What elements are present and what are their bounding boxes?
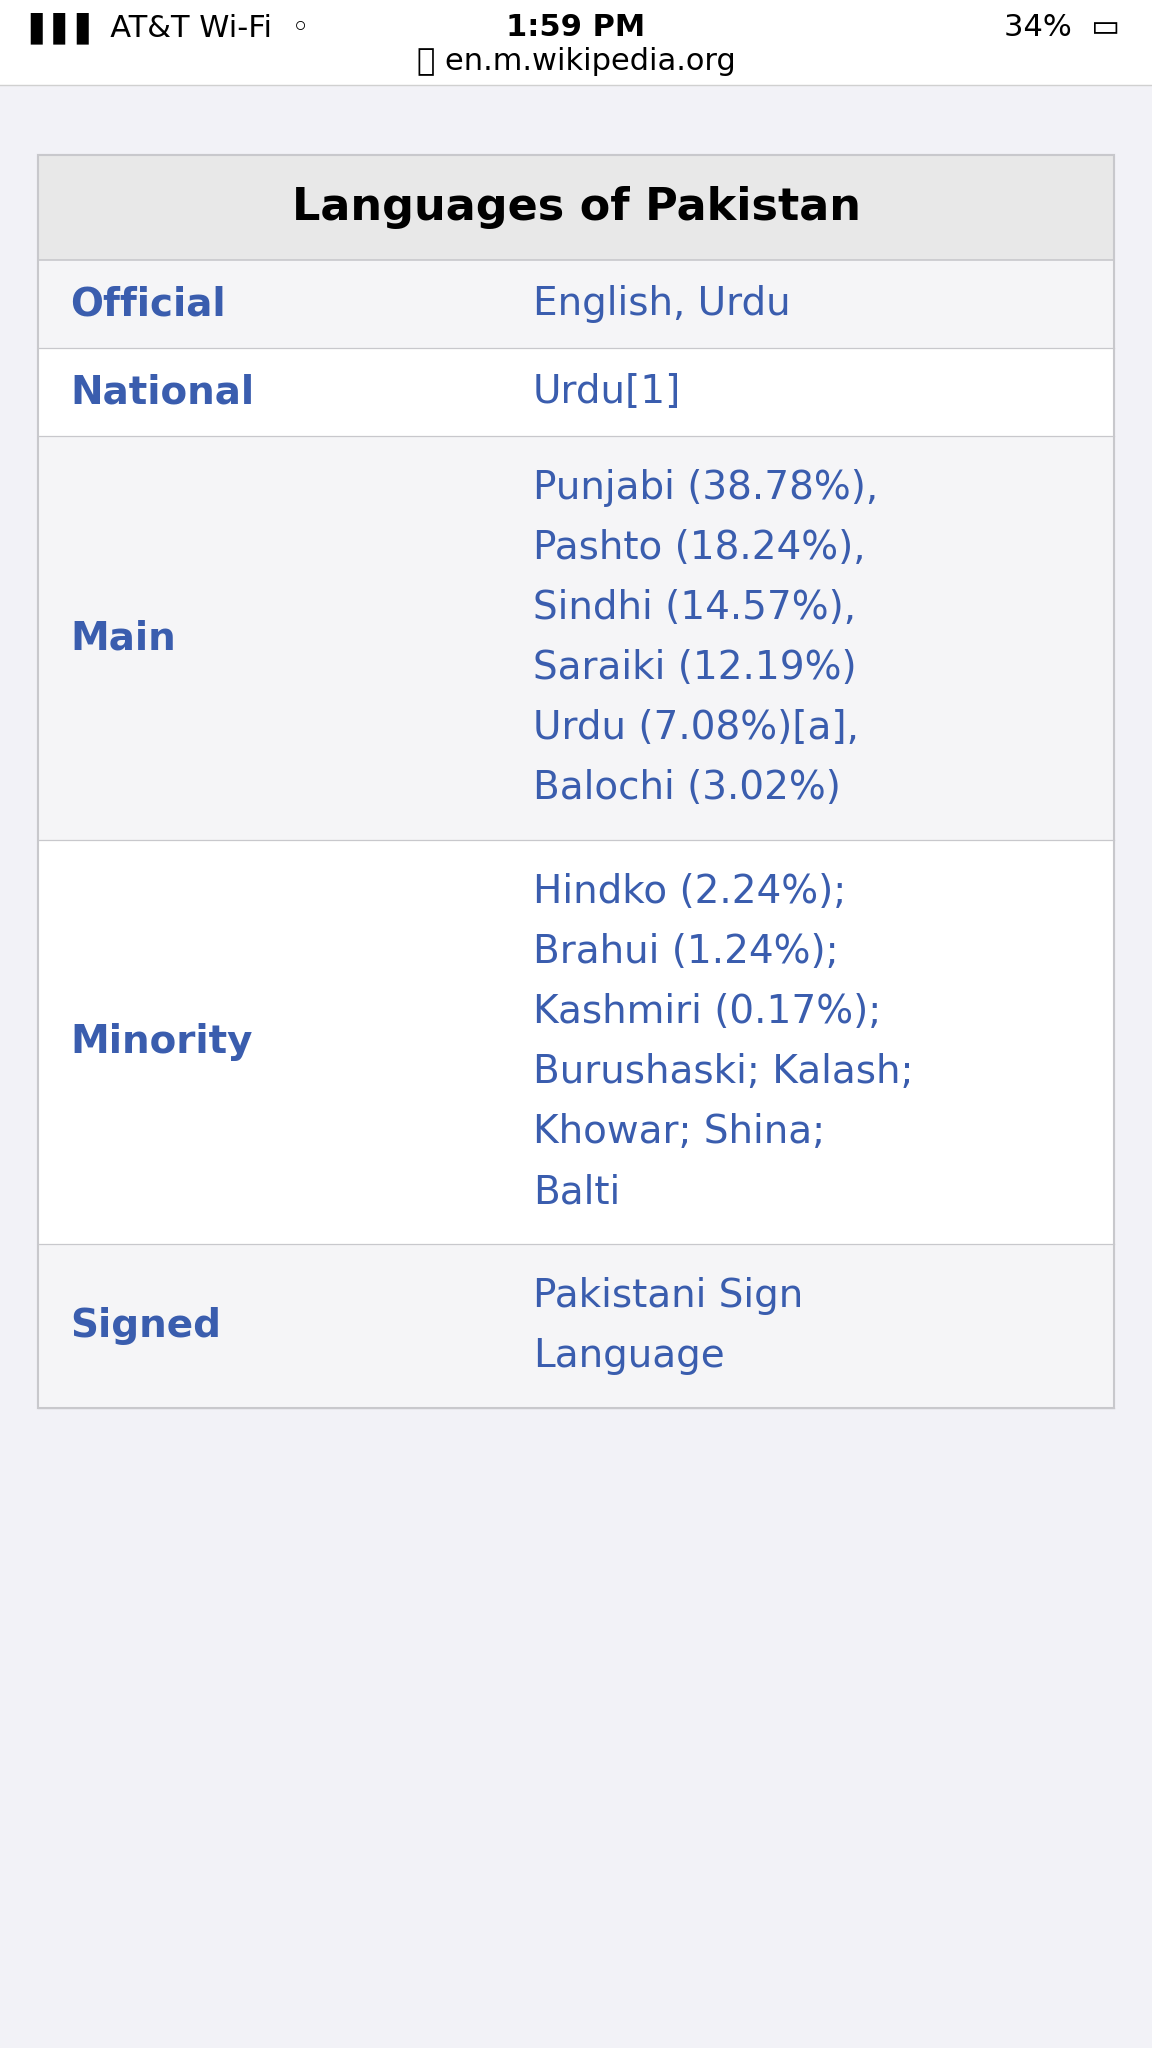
Text: Minority: Minority <box>70 1024 252 1061</box>
Text: ▌▌▌ AT&T Wi-Fi  ◦: ▌▌▌ AT&T Wi-Fi ◦ <box>30 12 310 43</box>
Bar <box>38 1243 1114 1409</box>
Text: Signed: Signed <box>70 1307 221 1346</box>
Bar <box>38 840 1114 1243</box>
Text: Pashto (18.24%),: Pashto (18.24%), <box>532 528 865 567</box>
Text: National: National <box>70 373 255 412</box>
Text: Hindko (2.24%);: Hindko (2.24%); <box>532 872 846 911</box>
Text: Balochi (3.02%): Balochi (3.02%) <box>532 768 841 807</box>
Text: Kashmiri (0.17%);: Kashmiri (0.17%); <box>532 993 881 1030</box>
Text: Urdu[1]: Urdu[1] <box>532 373 681 412</box>
Bar <box>38 156 1114 260</box>
Bar <box>38 156 1114 1409</box>
Text: Saraiki (12.19%): Saraiki (12.19%) <box>532 649 856 686</box>
Bar <box>38 260 1114 348</box>
Text: Pakistani Sign: Pakistani Sign <box>532 1278 803 1315</box>
Text: 34%  ▭: 34% ▭ <box>1003 14 1120 43</box>
Bar <box>0 0 1152 86</box>
Bar <box>38 436 1114 840</box>
Text: 🔒 en.m.wikipedia.org: 🔒 en.m.wikipedia.org <box>417 47 735 76</box>
Text: Balti: Balti <box>532 1174 620 1210</box>
Text: Burushaski; Kalash;: Burushaski; Kalash; <box>532 1053 914 1092</box>
Text: English, Urdu: English, Urdu <box>532 285 790 324</box>
Text: Urdu (7.08%)[a],: Urdu (7.08%)[a], <box>532 709 858 748</box>
Text: 1:59 PM: 1:59 PM <box>507 14 645 43</box>
Text: Sindhi (14.57%),: Sindhi (14.57%), <box>532 590 856 627</box>
Text: Language: Language <box>532 1337 725 1374</box>
Text: Official: Official <box>70 285 226 324</box>
Text: Punjabi (38.78%),: Punjabi (38.78%), <box>532 469 878 508</box>
Text: Brahui (1.24%);: Brahui (1.24%); <box>532 934 839 971</box>
Text: Languages of Pakistan: Languages of Pakistan <box>291 186 861 229</box>
Bar <box>38 348 1114 436</box>
Text: Khowar; Shina;: Khowar; Shina; <box>532 1112 825 1151</box>
Bar <box>38 156 1114 1409</box>
Text: Main: Main <box>70 618 176 657</box>
